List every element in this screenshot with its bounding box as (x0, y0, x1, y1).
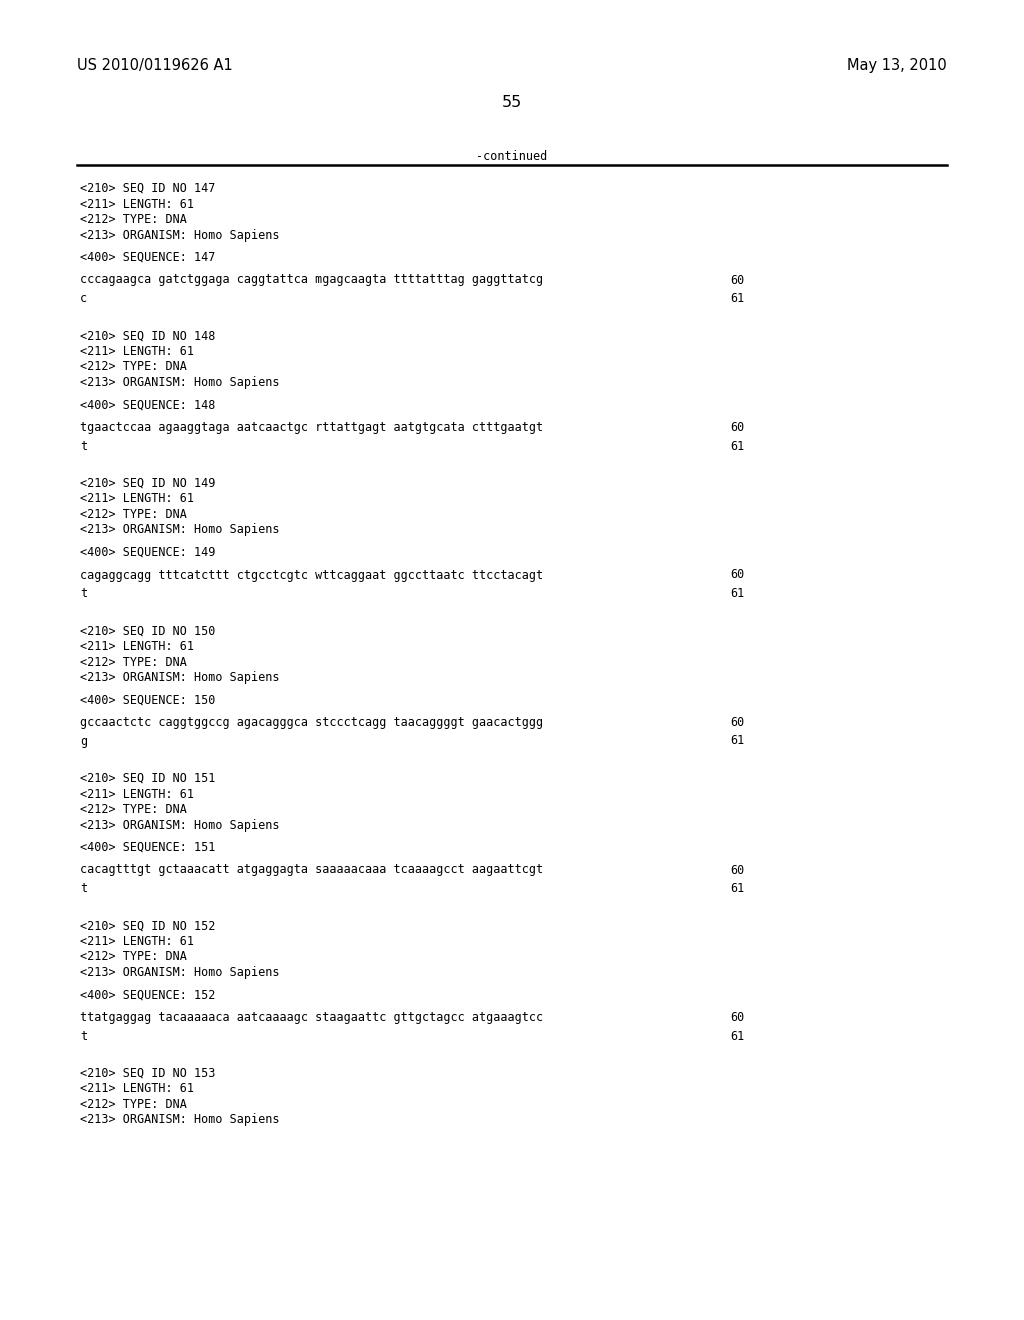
Text: <213> ORGANISM: Homo Sapiens: <213> ORGANISM: Homo Sapiens (80, 671, 280, 684)
Text: <213> ORGANISM: Homo Sapiens: <213> ORGANISM: Homo Sapiens (80, 228, 280, 242)
Text: <400> SEQUENCE: 151: <400> SEQUENCE: 151 (80, 841, 215, 854)
Text: May 13, 2010: May 13, 2010 (847, 58, 947, 73)
Text: cccagaagca gatctggaga caggtattca mgagcaagta ttttatttag gaggttatcg: cccagaagca gatctggaga caggtattca mgagcaa… (80, 273, 543, 286)
Text: 60: 60 (730, 273, 744, 286)
Text: <210> SEQ ID NO 150: <210> SEQ ID NO 150 (80, 624, 215, 638)
Text: tgaactccaa agaaggtaga aatcaactgc rttattgagt aatgtgcata ctttgaatgt: tgaactccaa agaaggtaga aatcaactgc rttattg… (80, 421, 543, 434)
Text: 60: 60 (730, 1011, 744, 1024)
Text: cagaggcagg tttcatcttt ctgcctcgtc wttcaggaat ggccttaatc ttcctacagt: cagaggcagg tttcatcttt ctgcctcgtc wttcagg… (80, 569, 543, 582)
Text: <400> SEQUENCE: 147: <400> SEQUENCE: 147 (80, 251, 215, 264)
Text: <210> SEQ ID NO 149: <210> SEQ ID NO 149 (80, 477, 215, 490)
Text: US 2010/0119626 A1: US 2010/0119626 A1 (77, 58, 232, 73)
Text: t: t (80, 882, 87, 895)
Text: <213> ORGANISM: Homo Sapiens: <213> ORGANISM: Homo Sapiens (80, 818, 280, 832)
Text: t: t (80, 440, 87, 453)
Text: <213> ORGANISM: Homo Sapiens: <213> ORGANISM: Homo Sapiens (80, 376, 280, 389)
Text: <210> SEQ ID NO 153: <210> SEQ ID NO 153 (80, 1067, 215, 1080)
Text: 60: 60 (730, 863, 744, 876)
Text: <210> SEQ ID NO 148: <210> SEQ ID NO 148 (80, 330, 215, 342)
Text: <210> SEQ ID NO 151: <210> SEQ ID NO 151 (80, 772, 215, 785)
Text: gccaactctc caggtggccg agacagggca stccctcagg taacaggggt gaacactggg: gccaactctc caggtggccg agacagggca stccctc… (80, 715, 543, 729)
Text: cacagtttgt gctaaacatt atgaggagta saaaaacaaa tcaaaagcct aagaattcgt: cacagtttgt gctaaacatt atgaggagta saaaaac… (80, 863, 543, 876)
Text: <212> TYPE: DNA: <212> TYPE: DNA (80, 508, 186, 521)
Text: <212> TYPE: DNA: <212> TYPE: DNA (80, 213, 186, 226)
Text: <211> LENGTH: 61: <211> LENGTH: 61 (80, 1082, 194, 1096)
Text: <210> SEQ ID NO 147: <210> SEQ ID NO 147 (80, 182, 215, 195)
Text: 60: 60 (730, 421, 744, 434)
Text: ttatgaggag tacaaaaaca aatcaaaagc staagaattc gttgctagcc atgaaagtcc: ttatgaggag tacaaaaaca aatcaaaagc staagaa… (80, 1011, 543, 1024)
Text: 55: 55 (502, 95, 522, 110)
Text: <211> LENGTH: 61: <211> LENGTH: 61 (80, 345, 194, 358)
Text: <400> SEQUENCE: 152: <400> SEQUENCE: 152 (80, 989, 215, 1002)
Text: <211> LENGTH: 61: <211> LENGTH: 61 (80, 935, 194, 948)
Text: <212> TYPE: DNA: <212> TYPE: DNA (80, 656, 186, 668)
Text: c: c (80, 292, 87, 305)
Text: t: t (80, 587, 87, 601)
Text: <213> ORGANISM: Homo Sapiens: <213> ORGANISM: Homo Sapiens (80, 966, 280, 979)
Text: <211> LENGTH: 61: <211> LENGTH: 61 (80, 492, 194, 506)
Text: -continued: -continued (476, 150, 548, 162)
Text: <211> LENGTH: 61: <211> LENGTH: 61 (80, 198, 194, 210)
Text: 61: 61 (730, 292, 744, 305)
Text: 61: 61 (730, 882, 744, 895)
Text: <212> TYPE: DNA: <212> TYPE: DNA (80, 1098, 186, 1111)
Text: 60: 60 (730, 715, 744, 729)
Text: 61: 61 (730, 734, 744, 747)
Text: <210> SEQ ID NO 152: <210> SEQ ID NO 152 (80, 920, 215, 932)
Text: 61: 61 (730, 440, 744, 453)
Text: <213> ORGANISM: Homo Sapiens: <213> ORGANISM: Homo Sapiens (80, 524, 280, 536)
Text: <400> SEQUENCE: 148: <400> SEQUENCE: 148 (80, 399, 215, 412)
Text: 60: 60 (730, 569, 744, 582)
Text: g: g (80, 734, 87, 747)
Text: <212> TYPE: DNA: <212> TYPE: DNA (80, 950, 186, 964)
Text: <211> LENGTH: 61: <211> LENGTH: 61 (80, 788, 194, 800)
Text: t: t (80, 1030, 87, 1043)
Text: <212> TYPE: DNA: <212> TYPE: DNA (80, 803, 186, 816)
Text: <213> ORGANISM: Homo Sapiens: <213> ORGANISM: Homo Sapiens (80, 1114, 280, 1126)
Text: <400> SEQUENCE: 149: <400> SEQUENCE: 149 (80, 546, 215, 558)
Text: <400> SEQUENCE: 150: <400> SEQUENCE: 150 (80, 693, 215, 706)
Text: <211> LENGTH: 61: <211> LENGTH: 61 (80, 640, 194, 653)
Text: 61: 61 (730, 1030, 744, 1043)
Text: 61: 61 (730, 587, 744, 601)
Text: <212> TYPE: DNA: <212> TYPE: DNA (80, 360, 186, 374)
